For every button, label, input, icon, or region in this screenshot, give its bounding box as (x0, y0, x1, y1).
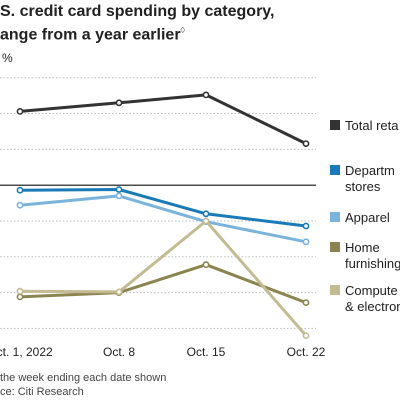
legend-swatch (330, 212, 340, 222)
data-point (16, 186, 24, 194)
legend-label: Home furnishing (345, 240, 400, 271)
data-point (302, 222, 310, 230)
legend-label: Compute & electron (345, 283, 400, 314)
title-line-2-text: ange from a year earlier (0, 26, 181, 44)
data-point (302, 299, 310, 306)
legend-swatch (330, 165, 340, 175)
data-point (302, 332, 310, 339)
x-tick-label: Oct. 15 (187, 345, 226, 359)
data-point (115, 192, 123, 200)
title-line-1: S. credit card spending by category, (0, 3, 275, 20)
legend-label: Apparel (345, 210, 390, 225)
legend-swatch (330, 242, 340, 252)
x-tick-label: Oct. 8 (103, 345, 135, 359)
data-point (16, 287, 24, 295)
x-tick-label: Oct. 1, 2022 (0, 345, 53, 359)
data-point (202, 210, 210, 218)
data-point (16, 293, 24, 301)
data-point (302, 238, 310, 246)
chart-title: S. credit card spending by category, ang… (0, 2, 400, 44)
title-footnote-marker: ◊ (180, 25, 185, 35)
source-note: ce: Citi Research (0, 386, 84, 398)
data-point (302, 140, 310, 147)
data-point (202, 91, 210, 99)
series-line (18, 188, 308, 228)
legend-swatch (330, 285, 340, 295)
series-line (18, 219, 308, 338)
data-point (115, 288, 123, 296)
legend-label: Total reta (345, 118, 399, 133)
footnote: the week ending each date shown (0, 372, 167, 384)
series-line (18, 93, 308, 146)
data-point (16, 201, 24, 209)
series-line (18, 194, 308, 244)
x-tick-label: Oct. 22 (287, 345, 326, 359)
y-axis-unit-label: % (2, 51, 13, 65)
data-point (202, 261, 210, 269)
chart-footer: the week ending each date shown ce: Citi… (0, 371, 166, 399)
data-point (115, 186, 123, 193)
legend-swatch (330, 120, 340, 130)
data-point (115, 99, 123, 107)
legend-label: Departm stores (345, 163, 395, 194)
title-line-2: ange from a year earlier◊ (0, 21, 400, 44)
data-point (202, 217, 210, 225)
data-point (16, 108, 24, 115)
series-line (18, 263, 308, 305)
